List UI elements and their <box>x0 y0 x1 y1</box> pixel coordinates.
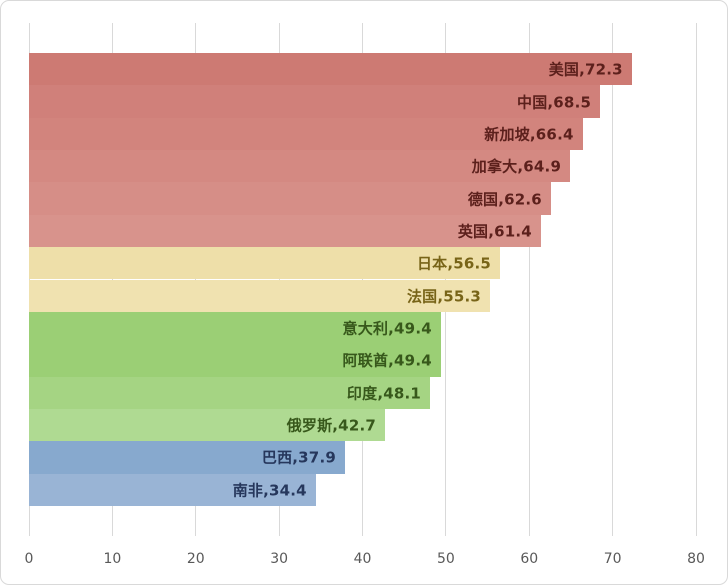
x-tick-label: 10 <box>103 551 122 567</box>
bar-data-label: 巴西,37.9 <box>261 448 336 467</box>
x-tick-label: 40 <box>353 551 372 567</box>
bar: 英国,61.4 <box>29 214 541 248</box>
bar: 中国,68.5 <box>29 85 601 118</box>
bar: 美国,72.3 <box>29 53 632 86</box>
x-tick-label: 0 <box>24 551 34 567</box>
bar: 俄罗斯,42.7 <box>29 408 385 442</box>
bar-data-label: 日本,56.5 <box>416 254 492 273</box>
bar: 南非,34.4 <box>29 473 316 506</box>
x-tick-label: 20 <box>186 551 205 567</box>
bar: 印度,48.1 <box>29 376 431 409</box>
bar-data-label: 印度,48.1 <box>346 384 422 403</box>
x-tick-label: 30 <box>270 551 289 567</box>
bar: 意大利,49.4 <box>29 311 441 345</box>
bar: 日本,56.5 <box>29 247 501 280</box>
gridline <box>695 23 697 536</box>
x-axis: 0 10 20 30 40 50 60 70 80 <box>1 550 727 570</box>
bar-data-label: 俄罗斯,42.7 <box>286 416 376 435</box>
bar-data-label: 英国,61.4 <box>457 222 532 241</box>
bar: 德国,62.6 <box>29 182 551 215</box>
bar: 法国,55.3 <box>29 279 491 312</box>
bar-data-label: 意大利,49.4 <box>342 319 432 338</box>
gridline <box>612 23 614 536</box>
x-tick-label: 50 <box>436 551 455 567</box>
bar-data-label: 南非,34.4 <box>232 481 307 500</box>
bar-data-label: 德国,62.6 <box>467 190 542 209</box>
gridline <box>528 23 530 536</box>
bar-data-label: 加拿大,64.9 <box>471 157 562 176</box>
bar-data-label: 法国,55.3 <box>406 287 482 306</box>
bar-data-label: 美国,72.3 <box>548 60 623 79</box>
bar: 阿联酋,49.4 <box>29 344 441 377</box>
bar-data-label: 中国,68.5 <box>517 93 592 112</box>
x-tick-label: 80 <box>687 551 705 567</box>
bar-data-label: 阿联酋,49.4 <box>342 351 432 370</box>
bar: 新加坡,66.4 <box>29 117 583 151</box>
x-tick-label: 70 <box>603 551 622 567</box>
plot-area: 美国,72.3 中国,68.5 新加坡,66.4 加拿大,64.9 德国,62.6 英国,… <box>28 23 697 536</box>
bar-data-label: 新加坡,66.4 <box>484 125 574 144</box>
bar: 巴西,37.9 <box>29 441 345 474</box>
bar: 加拿大,64.9 <box>29 150 571 183</box>
x-tick-label: 60 <box>520 551 539 567</box>
